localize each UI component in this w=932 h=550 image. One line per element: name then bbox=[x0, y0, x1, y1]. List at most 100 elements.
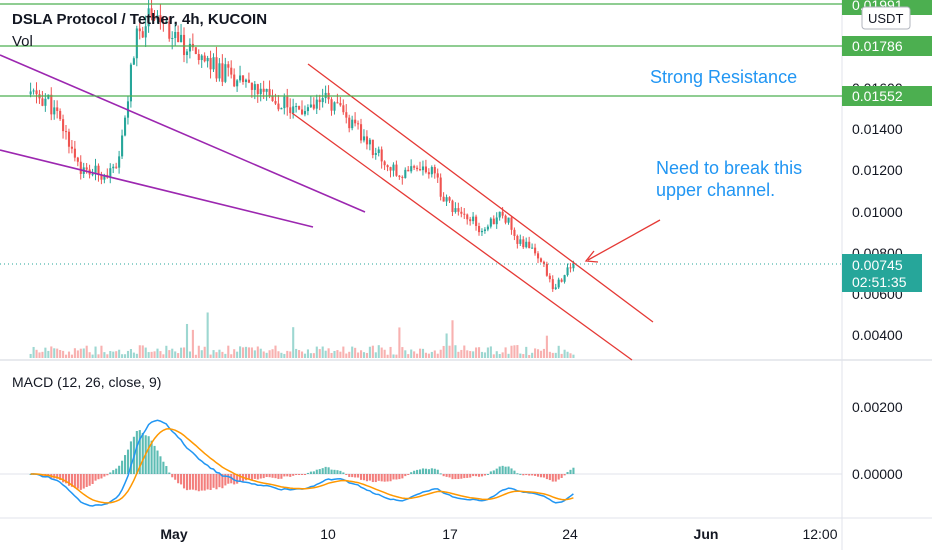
macd-histogram-bar bbox=[318, 469, 321, 474]
volume-bar bbox=[430, 351, 433, 358]
currency-badge[interactable]: USDT bbox=[868, 11, 903, 26]
volume-bar bbox=[528, 354, 531, 358]
macd-histogram-bar bbox=[197, 474, 200, 492]
macd-histogram-bar bbox=[377, 474, 380, 481]
volume-bar bbox=[427, 353, 430, 358]
candle-body bbox=[118, 156, 121, 168]
candle-body bbox=[545, 263, 548, 276]
macd-histogram-bar bbox=[419, 469, 422, 474]
volume-bar bbox=[262, 351, 265, 358]
macd-histogram-bar bbox=[118, 465, 121, 474]
candle-body bbox=[221, 63, 224, 82]
candle-body bbox=[244, 79, 248, 82]
macd-histogram-bar bbox=[330, 469, 333, 474]
volume-bar bbox=[469, 351, 472, 358]
volume-bar bbox=[501, 352, 504, 358]
volume-bar bbox=[94, 346, 97, 358]
macd-tick-00200: 0.00200 bbox=[852, 399, 903, 415]
macd-histogram-bar bbox=[301, 474, 304, 475]
volume-bar bbox=[283, 353, 286, 358]
volume-bar bbox=[215, 352, 218, 358]
macd-histogram-bar bbox=[374, 474, 377, 483]
macd-histogram-bar bbox=[321, 468, 324, 474]
candle-body bbox=[233, 74, 236, 87]
break-channel-text-2: upper channel. bbox=[656, 180, 775, 200]
volume-bar bbox=[377, 345, 380, 358]
volume-bar bbox=[126, 350, 130, 358]
macd-histogram-bar bbox=[560, 474, 563, 478]
candle-body bbox=[368, 139, 371, 145]
macd-histogram-bar bbox=[478, 474, 481, 477]
candle-body bbox=[144, 26, 147, 38]
volume-bar bbox=[32, 346, 35, 358]
currency-badge-bg[interactable] bbox=[861, 6, 911, 30]
volume-bar bbox=[280, 352, 283, 358]
macd-histogram-bar bbox=[360, 474, 363, 480]
volume-bar bbox=[67, 351, 71, 358]
macd-histogram-bar bbox=[67, 474, 71, 486]
candle-body bbox=[318, 99, 321, 103]
time-tick-jun: Jun bbox=[694, 526, 719, 542]
candle-body bbox=[312, 104, 315, 109]
macd-histogram-bar bbox=[472, 474, 475, 477]
volume-bar bbox=[492, 354, 495, 358]
volume-bar bbox=[233, 349, 236, 358]
volume-bar bbox=[165, 345, 168, 358]
candle-body bbox=[115, 166, 118, 168]
volume-bar bbox=[368, 346, 371, 358]
volume-bar bbox=[404, 350, 407, 358]
volume-bar bbox=[357, 352, 360, 358]
macd-label: MACD (12, 26, close, 9) bbox=[12, 374, 161, 390]
arrow-head bbox=[584, 250, 599, 263]
macd-histogram-bar bbox=[416, 469, 419, 474]
time-tick-may: May bbox=[160, 526, 187, 542]
volume-bar bbox=[327, 348, 330, 358]
macd-histogram-bar bbox=[188, 474, 191, 490]
candle-body bbox=[448, 197, 451, 201]
candle-body bbox=[495, 217, 498, 225]
candle-body bbox=[79, 161, 82, 174]
time-tick-1200: 12:00 bbox=[802, 526, 837, 542]
candle-body bbox=[212, 57, 215, 70]
volume-bar bbox=[365, 352, 368, 358]
candle-body bbox=[67, 131, 71, 147]
macd-histogram-bar bbox=[171, 474, 174, 478]
candle-body bbox=[280, 108, 283, 110]
macd-histogram-bar bbox=[348, 474, 351, 478]
volume-bar bbox=[489, 346, 492, 358]
macd-histogram-bar bbox=[250, 474, 253, 480]
volume-bar bbox=[250, 347, 253, 358]
volume-bar bbox=[386, 354, 389, 358]
volume-bar bbox=[171, 348, 174, 358]
volume-bar bbox=[371, 345, 374, 358]
candle-body bbox=[525, 241, 528, 248]
volume-bar bbox=[333, 350, 336, 358]
candle-body bbox=[303, 111, 307, 115]
macd-histogram-bar bbox=[82, 474, 85, 489]
macd-histogram-bar bbox=[566, 472, 569, 474]
candle-body bbox=[141, 31, 144, 38]
macd-histogram-bar bbox=[451, 474, 454, 480]
candle-body bbox=[416, 167, 419, 170]
macd-histogram-bar bbox=[480, 474, 484, 477]
time-tick-24: 24 bbox=[562, 526, 578, 542]
volume-bar bbox=[342, 346, 345, 358]
macd-histogram-bar bbox=[548, 474, 551, 481]
volume-bar bbox=[389, 346, 392, 358]
volume-bar bbox=[554, 352, 557, 358]
volume-bar bbox=[383, 349, 386, 358]
macd-histogram-bar bbox=[404, 474, 407, 477]
macd-histogram-bar bbox=[162, 461, 165, 474]
candle-body bbox=[566, 267, 569, 276]
candle-body bbox=[236, 80, 239, 87]
macd-histogram-bar bbox=[129, 441, 132, 474]
candle-body bbox=[197, 54, 200, 61]
macd-histogram-bar bbox=[236, 474, 239, 484]
candle-body bbox=[306, 107, 309, 112]
macd-histogram-bar bbox=[436, 469, 439, 474]
candle-body bbox=[32, 90, 35, 92]
candle-body bbox=[268, 88, 271, 97]
candle-body bbox=[256, 84, 259, 95]
volume-bar bbox=[91, 354, 94, 358]
volume-bar bbox=[448, 345, 451, 358]
